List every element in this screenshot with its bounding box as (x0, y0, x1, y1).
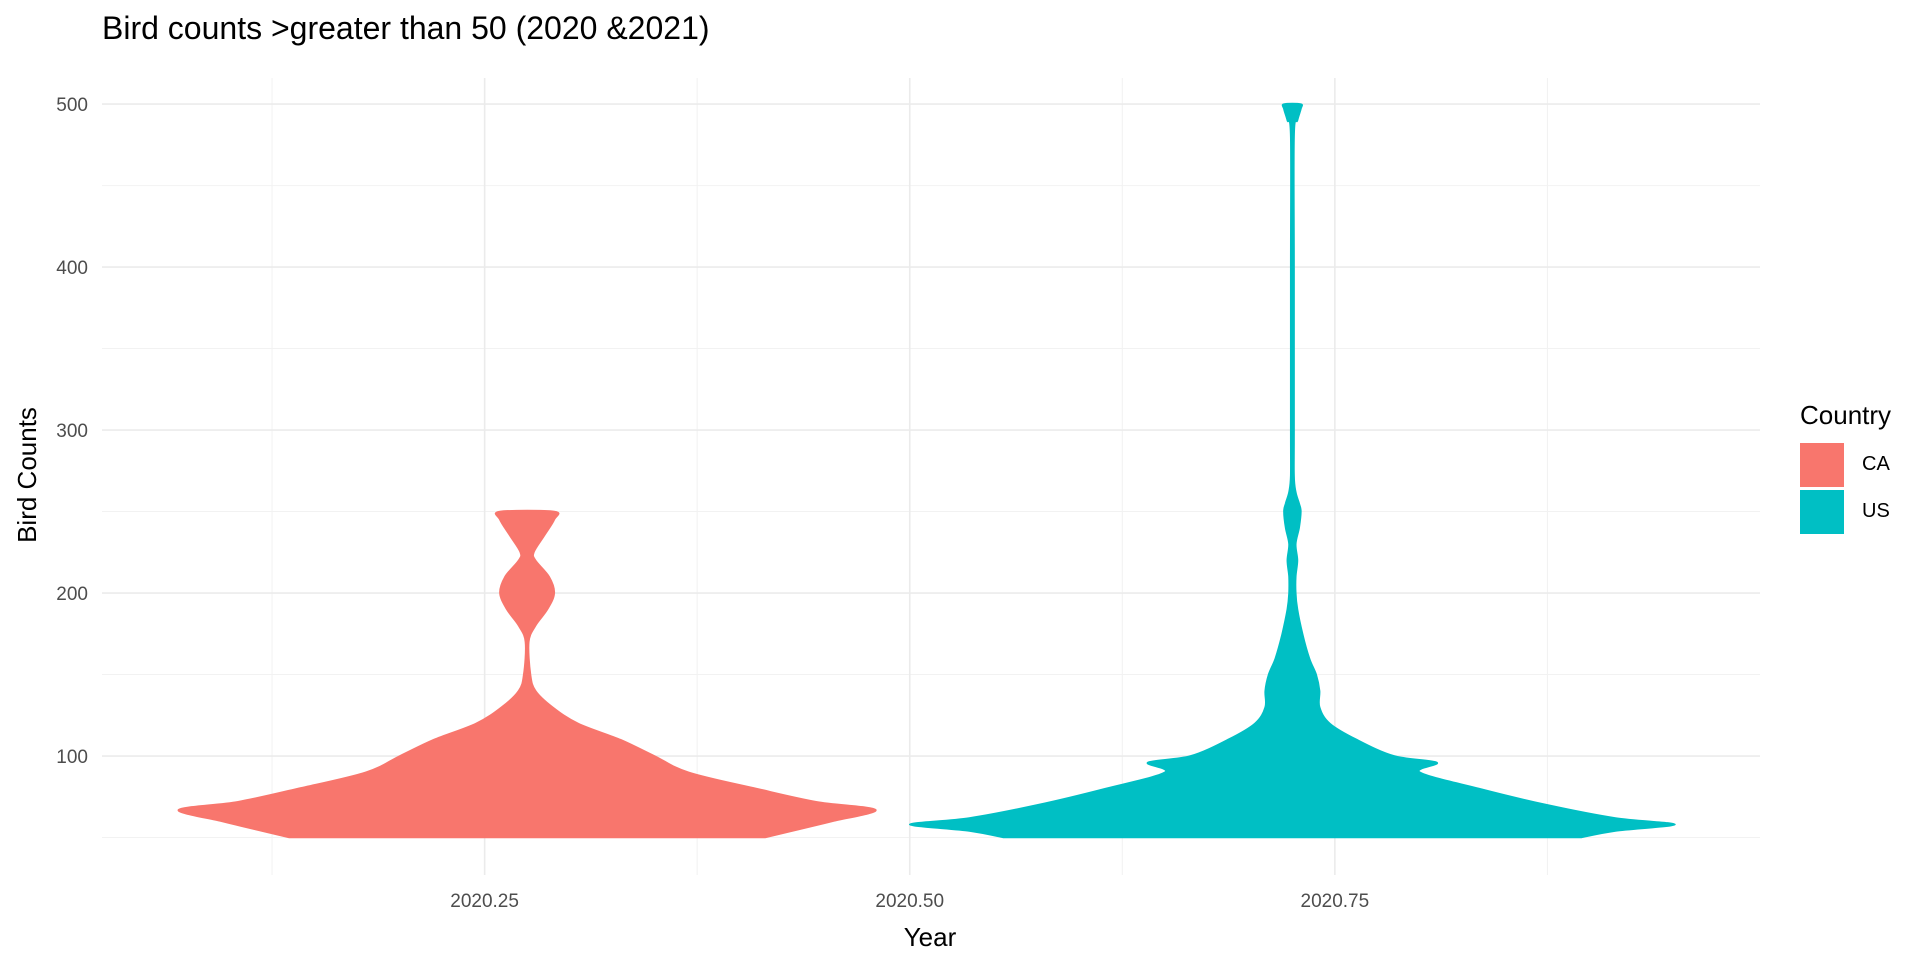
legend-key-ca (1800, 442, 1844, 487)
y-tick-label-4: 500 (56, 95, 88, 116)
x-tick-label-0: 2020.25 (450, 891, 519, 912)
y-tick-label-0: 100 (56, 747, 88, 768)
legend-key-us (1800, 489, 1844, 534)
chart-title: Bird counts >greater than 50 (2020 &2021… (102, 10, 710, 46)
x-tick-label-1: 2020.50 (875, 891, 944, 912)
grid-major (102, 78, 1760, 875)
x-tick-label-2: 2020.75 (1301, 891, 1370, 912)
legend: Country CA US (1800, 400, 1891, 535)
y-tick-label-1: 200 (56, 584, 88, 605)
grid-minor (102, 78, 1760, 875)
y-tick-labels: 100 200 300 400 500 (56, 95, 88, 768)
legend-label-us: US (1862, 500, 1890, 522)
y-axis-label: Bird Counts (12, 407, 42, 543)
violin-ca (177, 509, 877, 839)
legend-item-ca: CA (1800, 441, 1891, 488)
y-tick-label-3: 400 (56, 258, 88, 279)
legend-item-us: US (1800, 488, 1891, 535)
x-axis-label: Year (904, 922, 957, 952)
legend-label-ca: CA (1862, 453, 1890, 475)
x-tick-labels: 2020.25 2020.50 2020.75 (450, 891, 1369, 912)
legend-title: Country (1800, 400, 1892, 430)
y-tick-label-2: 300 (56, 421, 88, 442)
violins (177, 102, 1676, 839)
violin-us (908, 102, 1676, 839)
